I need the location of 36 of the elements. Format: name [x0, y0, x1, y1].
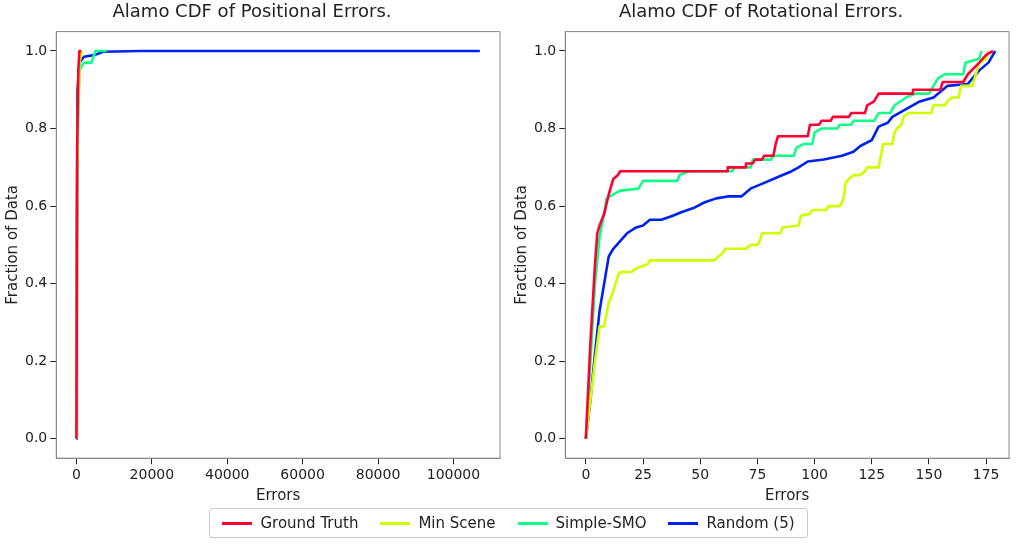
- x-tick-label: 75: [748, 466, 767, 483]
- x-axis-title: Errors: [255, 485, 301, 504]
- y-tick-label: 0.6: [534, 196, 557, 213]
- y-tick-label: 0.6: [25, 196, 48, 213]
- x-tick-label: 60000: [280, 466, 325, 483]
- y-tick-label: 0.8: [25, 119, 48, 136]
- x-tick-label: 100000: [426, 466, 481, 483]
- x-tick-label: 125: [858, 466, 886, 483]
- x-axis-title: Errors: [764, 485, 810, 504]
- y-tick-label: 0.4: [534, 274, 557, 291]
- x-tick-label: 175: [972, 466, 1000, 483]
- chart-title: Alamo CDF of Rotational Errors.: [618, 0, 904, 22]
- x-tick-label: 100: [801, 466, 828, 483]
- y-tick-label: 1.0: [25, 41, 48, 58]
- y-tick-label: 0.0: [25, 429, 48, 446]
- y-tick-label: 0.4: [25, 274, 48, 291]
- x-tick-label: 25: [634, 466, 652, 483]
- x-tick-label: 0: [581, 466, 591, 483]
- y-tick-label: 1.0: [534, 41, 557, 58]
- y-tick-label: 0.2: [534, 351, 557, 368]
- legend-label: Min Scene: [418, 514, 496, 532]
- x-tick-label: 80000: [355, 466, 401, 483]
- legend-label: Random (5): [706, 514, 795, 532]
- x-tick-label: 20000: [129, 466, 175, 483]
- y-axis-title: Fraction of Data: [2, 185, 21, 305]
- x-tick-label: 50: [691, 466, 710, 483]
- x-tick-label: 40000: [204, 466, 250, 483]
- legend-label: Ground Truth: [260, 514, 359, 532]
- y-tick-label: 0.2: [25, 351, 48, 368]
- y-tick-label: 0.0: [534, 429, 557, 446]
- x-tick-label: 150: [915, 466, 943, 483]
- x-tick-label: 0: [71, 466, 81, 483]
- legend-label: Simple-SMO: [555, 514, 647, 532]
- y-tick-label: 0.8: [534, 119, 557, 136]
- y-axis-title: Fraction of Data: [511, 185, 530, 305]
- chart-title: Alamo CDF of Positional Errors.: [112, 0, 392, 22]
